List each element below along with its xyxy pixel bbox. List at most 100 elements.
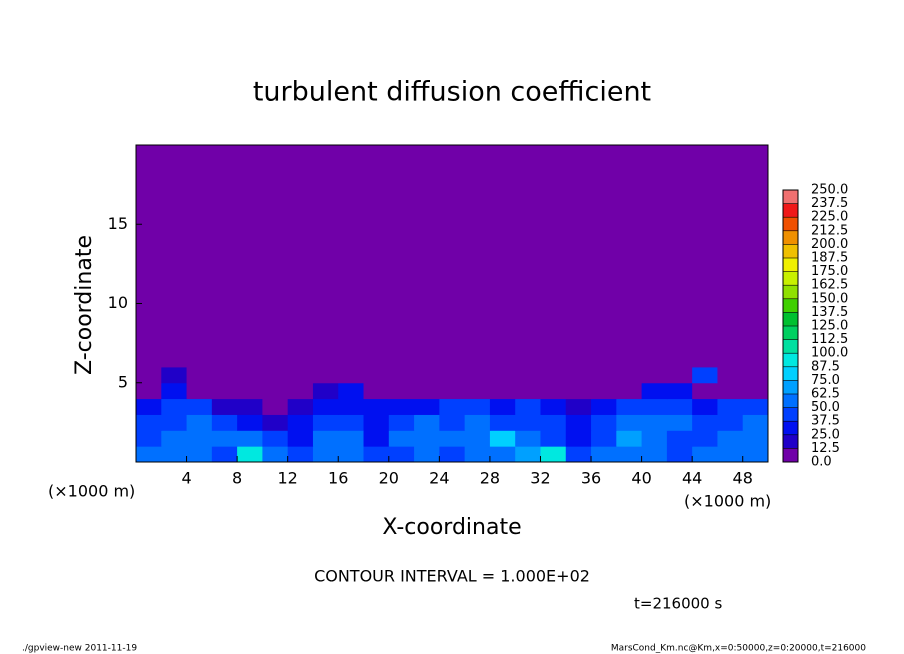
heatmap-cell — [565, 398, 592, 415]
heatmap-cell — [666, 382, 693, 400]
heatmap-cell — [363, 382, 390, 400]
heatmap-cell — [439, 414, 466, 431]
heatmap-cell — [666, 398, 693, 415]
heatmap-cell — [287, 145, 314, 368]
heatmap-cell — [262, 382, 289, 400]
heatmap-cell — [742, 145, 769, 368]
colorbar-band — [783, 312, 798, 326]
x-tick-label: 8 — [232, 469, 242, 488]
colorbar-band — [783, 353, 798, 367]
colorbar-band — [783, 217, 798, 231]
heatmap-cell — [666, 366, 693, 384]
heatmap-cell — [565, 430, 592, 447]
heatmap-cell — [363, 430, 390, 447]
colorbar-label: 12.5 — [811, 441, 840, 456]
heatmap-cell — [388, 398, 415, 415]
heatmap-cell — [237, 366, 263, 384]
footer-left: ./gpview-new 2011-11-19 — [22, 644, 137, 654]
heatmap-cell — [237, 398, 263, 415]
heatmap-cell — [338, 398, 365, 415]
heatmap-cell — [136, 145, 162, 368]
heatmap-cell — [287, 398, 314, 415]
heatmap-cell — [717, 145, 744, 368]
heatmap-cell — [211, 430, 238, 447]
heatmap-cell — [262, 145, 289, 368]
x-tick-label: 24 — [429, 469, 449, 488]
heatmap-cell — [363, 446, 390, 463]
x-tick-label: 40 — [631, 469, 651, 488]
heatmap-cell — [363, 414, 390, 431]
heatmap-cell — [186, 430, 213, 447]
heatmap-cell — [515, 446, 541, 463]
heatmap-cell — [692, 382, 718, 400]
colorbar-label: 37.5 — [811, 414, 840, 429]
heatmap-cell — [262, 430, 289, 447]
heatmap-cell — [136, 446, 162, 463]
x-tick-label: 16 — [328, 469, 348, 488]
heatmap-cell — [388, 382, 415, 400]
colorbar-label: 175.0 — [811, 264, 848, 279]
heatmap-cell — [312, 145, 339, 368]
colorbar-band — [783, 271, 798, 286]
heatmap-cell — [211, 145, 238, 368]
heatmap-cell — [237, 414, 263, 431]
heatmap-cell — [338, 446, 365, 463]
x-tick-label: 44 — [682, 469, 702, 488]
heatmap-cell — [489, 414, 516, 431]
heatmap-cell — [287, 446, 314, 463]
x-tick-label: 36 — [581, 469, 601, 488]
colorbar-band — [783, 203, 798, 218]
heatmap-cell — [717, 414, 744, 431]
heatmap-cell — [161, 430, 188, 447]
heatmap-cell — [186, 382, 213, 400]
colorbar-label: 112.5 — [811, 332, 848, 347]
colorbar-label: 25.0 — [811, 427, 840, 442]
heatmap-cell — [388, 366, 415, 384]
heatmap-cell — [464, 430, 491, 447]
heatmap-cell — [136, 398, 162, 415]
heatmap-cell — [237, 382, 263, 400]
heatmap-cell — [540, 414, 567, 431]
heatmap-cell — [515, 398, 541, 415]
heatmap-cell — [414, 446, 440, 463]
heatmap-cell — [742, 382, 769, 400]
colorbar-label: 162.5 — [811, 278, 848, 293]
colorbar-band — [783, 339, 798, 354]
heatmap-cell — [565, 145, 592, 368]
heatmap-cell — [414, 414, 440, 431]
heatmap-cell — [717, 446, 744, 463]
footer-right: MarsCond_Km.nc@Km,x=0:50000,z=0:20000,t=… — [611, 644, 866, 654]
heatmap-cell — [287, 382, 314, 400]
heatmap-cell — [136, 430, 162, 447]
heatmap-cell — [565, 414, 592, 431]
colorbar-band — [783, 394, 798, 408]
heatmap-cell — [161, 366, 188, 384]
heatmap-cell — [641, 430, 668, 447]
colorbar-band — [783, 258, 798, 272]
heatmap-cell — [515, 414, 541, 431]
heatmap-cell — [641, 366, 668, 384]
colorbar-label: 137.5 — [811, 305, 848, 320]
heatmap-cell — [211, 414, 238, 431]
colorbar-band — [783, 434, 798, 449]
colorbar-label: 225.0 — [811, 210, 848, 225]
heatmap-cell — [211, 382, 238, 400]
heatmap-cell — [742, 398, 769, 415]
contour-note: CONTOUR INTERVAL = 1.000E+02 — [314, 567, 590, 586]
heatmap-cell — [742, 366, 769, 384]
colorbar-band — [783, 326, 798, 340]
heatmap-cell — [692, 366, 718, 384]
heatmap-cell — [388, 446, 415, 463]
heatmap-cell — [338, 366, 365, 384]
heatmap-cell — [414, 382, 440, 400]
heatmap-cell — [439, 366, 466, 384]
colorbar-band — [783, 298, 798, 313]
heatmap-cell — [692, 430, 718, 447]
heatmap-cell — [641, 398, 668, 415]
heatmap-cell — [414, 366, 440, 384]
heatmap-cell — [388, 145, 415, 368]
heatmap-cell — [666, 446, 693, 463]
heatmap-cell — [136, 414, 162, 431]
heatmap-cell — [591, 145, 617, 368]
heatmap-cell — [742, 430, 769, 447]
